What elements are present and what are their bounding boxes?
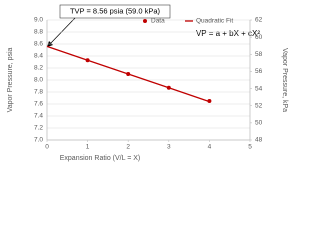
x-axis-label: Expansion Ratio (V/L = X) [60, 155, 140, 162]
x-tick-label: 5 [248, 144, 252, 151]
y-tick-label: 8.2 [34, 65, 43, 72]
y-tick-label: 7.8 [34, 89, 43, 96]
y-axis-label: Vapor Pressure, psia [7, 47, 14, 112]
y2-tick-label: 56 [255, 68, 263, 75]
y2-tick-label: 50 [255, 120, 263, 127]
y-tick-label: 8.8 [34, 29, 43, 36]
annotation: TVP = 8.56 psia (59.0 kPa) [70, 6, 161, 15]
x-tick-label: 1 [86, 144, 90, 151]
x-tick-label: 0 [45, 144, 49, 151]
y-tick-label: 8.6 [34, 41, 43, 48]
y-tick-label: 9.0 [34, 17, 43, 24]
y-tick-label: 7.0 [34, 137, 43, 144]
annotation-box [59, 4, 171, 19]
x-tick-label: 4 [208, 144, 212, 151]
y-tick-label: 7.2 [34, 125, 43, 132]
y-tick-label: 8.4 [34, 53, 43, 60]
y-tick-label: 8.0 [34, 77, 43, 84]
y2-tick-label: 62 [255, 17, 263, 24]
fit-line [46, 45, 210, 103]
y2-tick-label: 58 [255, 51, 263, 58]
x-tick-label: 2 [126, 144, 130, 151]
legend-label: Quadratic Fit [196, 18, 233, 25]
background [0, 0, 293, 172]
legend-label: Data [151, 18, 165, 25]
y-tick-label: 7.6 [34, 101, 43, 108]
y2-tick-label: 54 [255, 85, 263, 92]
y2-axis-label: Vapor Pressure, kPa [281, 48, 288, 112]
equation: VP = a + bX + cX² [196, 29, 260, 38]
annotation-arrow [49, 17, 76, 45]
x-tick-label: 3 [167, 144, 171, 151]
y-tick-label: 7.4 [34, 113, 43, 120]
y2-tick-label: 52 [255, 102, 263, 109]
y2-tick-label: 60 [255, 34, 263, 41]
chart: Expansion Ratio (V/L = X) Vapor Pressure… [0, 0, 293, 172]
legend-swatch [143, 19, 147, 23]
y2-tick-label: 48 [255, 137, 263, 144]
